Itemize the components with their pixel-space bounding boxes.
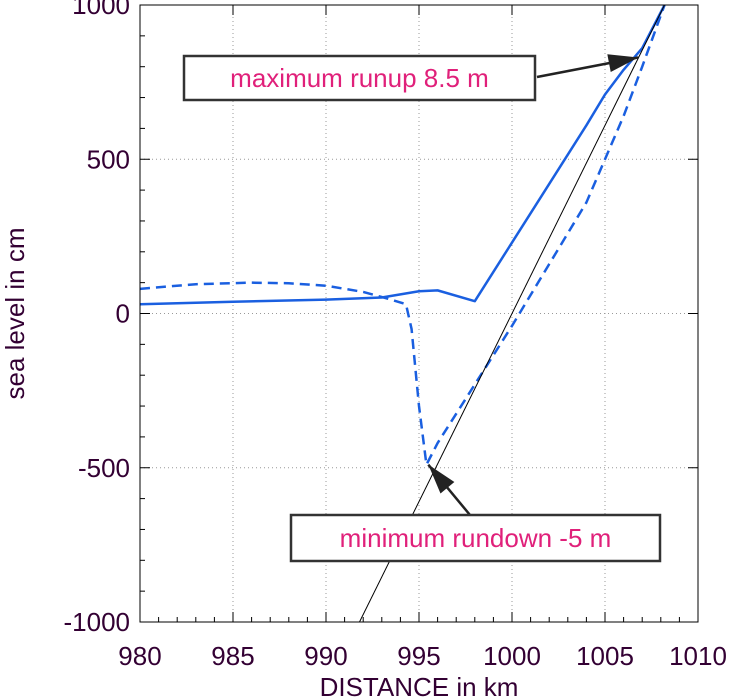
x-tick-label: 1010: [669, 641, 727, 671]
series-line-solid: [140, 5, 666, 306]
y-tick-label: 500: [87, 144, 130, 174]
x-tick-label: 990: [304, 641, 347, 671]
y-axis-title: sea level in cm: [0, 228, 30, 400]
annotation-text: minimum rundown -5 m: [340, 523, 612, 553]
annotation-arrowhead: [428, 464, 455, 494]
annotation-box: [289, 513, 662, 563]
tick-labels: 980 985 990 995 1000 1005 1010 1000 500 0 -500 -100…: [64, 0, 727, 671]
annotation-arrowhead: [607, 54, 639, 72]
x-tick-label: 1005: [576, 641, 634, 671]
y-tick-label: 1000: [72, 0, 130, 20]
annotation-text: maximum runup 8.5 m: [230, 63, 489, 93]
annotation-box: [182, 54, 537, 102]
ticks: [139, 4, 699, 623]
series-line-dashed: [140, 5, 666, 466]
y-tick-label: -1000: [64, 607, 131, 637]
x-tick-label: 985: [211, 641, 254, 671]
y-tick-label: -500: [78, 453, 130, 483]
x-axis-title: DISTANCE in km: [320, 672, 519, 699]
annotations: maximum runup 8.5 m minimum rundown -5 m: [182, 54, 662, 563]
x-tick-label: 995: [397, 641, 440, 671]
y-tick-label: 0: [116, 299, 130, 329]
x-tick-label: 980: [118, 641, 161, 671]
x-tick-label: 1000: [483, 641, 541, 671]
